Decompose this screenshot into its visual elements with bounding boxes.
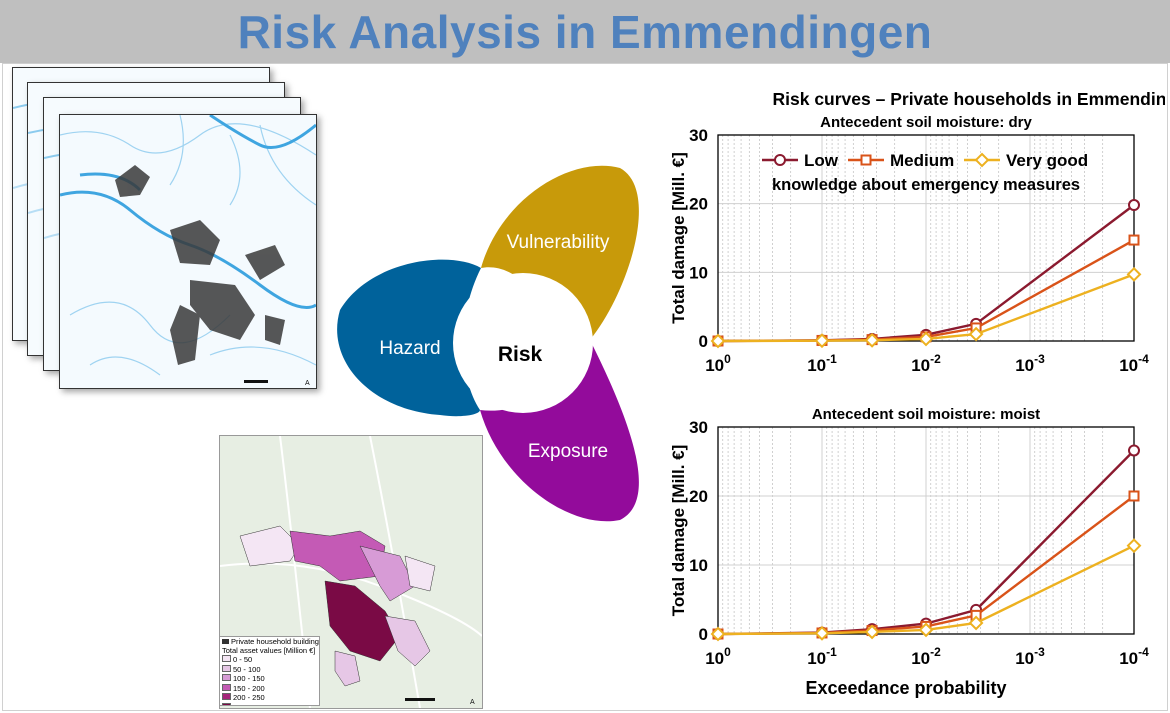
series-line-very-good: [717, 544, 1135, 636]
legend-class-swatch: [222, 693, 231, 700]
data-point: [814, 333, 830, 349]
legend-class-label: 50 - 100: [233, 664, 261, 674]
x-tick-label: 100: [705, 352, 731, 375]
risk-chart-1: 100 10-1 10-2 10-3 10-4 0 10 20 30 Risk curves – …: [669, 89, 1170, 375]
legend-class-row: 100 - 150: [222, 674, 317, 684]
data-point: [864, 332, 880, 348]
legend-class-row: 250 - 297: [222, 702, 317, 705]
exposure-petal: [480, 340, 639, 522]
hazard-map: A: [59, 114, 317, 389]
data-point: [710, 626, 726, 642]
hazard-petal: [337, 259, 481, 417]
x-tick-label: 10-2: [911, 645, 941, 668]
data-point: [968, 615, 984, 631]
legend-marker: [860, 154, 872, 166]
legend-class-swatch: [222, 655, 231, 662]
chart-subtitle: Antecedent soil moisture: dry: [820, 114, 1032, 131]
risk-concept-diagram: Vulnerability Hazard Exposure Risk: [330, 160, 650, 525]
y-tick-label: 30: [689, 126, 708, 145]
legend-class-label: 100 - 150: [233, 674, 265, 683]
y-tick-label: 0: [699, 332, 708, 351]
data-point: [864, 624, 880, 640]
risk-label: Risk: [498, 343, 543, 366]
legend-class-swatch: [222, 664, 231, 672]
y-tick-label: 30: [689, 418, 708, 437]
x-tick-label: 10-2: [911, 352, 941, 375]
data-point: [1128, 234, 1140, 246]
x-tick-label: 10-4: [1119, 352, 1149, 375]
legend-marker: [974, 152, 990, 168]
svg-text:A: A: [470, 699, 475, 706]
risk-circle: [453, 273, 593, 413]
data-point: [1126, 538, 1142, 554]
legend-buildings-row: Private household buildings: [222, 637, 320, 647]
legend-label: Medium: [890, 151, 954, 170]
page-title: Risk Analysis in Emmendingen: [237, 5, 933, 58]
data-point: [1128, 199, 1140, 212]
y-tick-label: 10: [689, 263, 708, 282]
legend-class-row: 150 - 200: [222, 683, 317, 694]
title-bar: Risk Analysis in Emmendingen: [0, 0, 1170, 63]
legend-marker: [774, 154, 786, 166]
legend-class-label: 200 - 250: [233, 693, 265, 702]
legend-class-swatch: [222, 674, 231, 681]
svg-text:A: A: [305, 380, 310, 387]
risk-curves-panel: 100 10-1 10-2 10-3 10-4 0 10 20 30 Risk curves – …: [660, 85, 1170, 705]
legend-class-row: 200 - 250: [222, 693, 317, 703]
legend-buildings-swatch: [222, 639, 229, 644]
chart-legend: Low Medium Very good knowledge about emerge…: [762, 151, 1088, 194]
x-tick-label: 10-1: [807, 352, 837, 375]
legend-class-label: 250 - 297: [233, 703, 265, 705]
legend-class-row: 0 - 50: [222, 655, 317, 665]
legend-class-swatch: [222, 702, 231, 705]
content-frame: [2, 63, 1168, 711]
data-point: [1128, 444, 1140, 457]
x-tick-label: 10-1: [807, 645, 837, 668]
x-tick-label: 10-3: [1015, 352, 1045, 375]
y-tick-label: 20: [689, 195, 708, 214]
legend-class-row: 50 - 100: [222, 664, 317, 675]
legend-class-swatch: [222, 683, 231, 691]
x-axis-label: Exceedance probability: [805, 678, 1006, 698]
chart-title: Risk curves – Private households in Emme…: [773, 89, 1166, 109]
risk-chart-2: 100 10-1 10-2 10-3 10-4 0 10 20 30 Antecedent soi…: [669, 406, 1149, 698]
data-point: [710, 333, 726, 349]
legend-label: Low: [804, 151, 839, 170]
y-axis-label: Total damage [Mill. €]: [669, 152, 688, 324]
hazard-label: Hazard: [379, 338, 440, 359]
legend-label: Very good: [1006, 151, 1088, 170]
data-point: [918, 331, 934, 347]
y-tick-label: 20: [689, 487, 708, 506]
legend-class-label: 0 - 50: [233, 655, 253, 664]
data-point: [814, 625, 830, 641]
data-point: [918, 622, 934, 638]
legend-note: knowledge about emergency measures: [772, 176, 1080, 194]
series-line-very-good: [717, 273, 1135, 343]
x-tick-label: 100: [705, 645, 731, 668]
legend-class-label: 150 - 200: [233, 683, 265, 693]
data-point: [1126, 266, 1142, 282]
legend-buildings-label: Private household buildings: [231, 637, 320, 646]
data-point: [968, 326, 984, 342]
y-tick-label: 10: [689, 556, 708, 575]
exposure-label: Exposure: [528, 441, 608, 462]
data-point: [1128, 490, 1140, 502]
x-tick-label: 10-3: [1015, 645, 1045, 668]
y-tick-label: 0: [699, 625, 708, 644]
y-axis-label: Total damage [Mill. €]: [669, 445, 688, 617]
vulnerability-petal: [481, 165, 639, 347]
exposure-legend: Private household buildings Total asset …: [219, 636, 320, 706]
chart-subtitle: Antecedent soil moisture: moist: [812, 406, 1040, 423]
legend-title: Total asset values [Million €]: [222, 645, 316, 655]
x-tick-label: 10-4: [1119, 645, 1149, 668]
vulnerability-label: Vulnerability: [507, 232, 610, 253]
